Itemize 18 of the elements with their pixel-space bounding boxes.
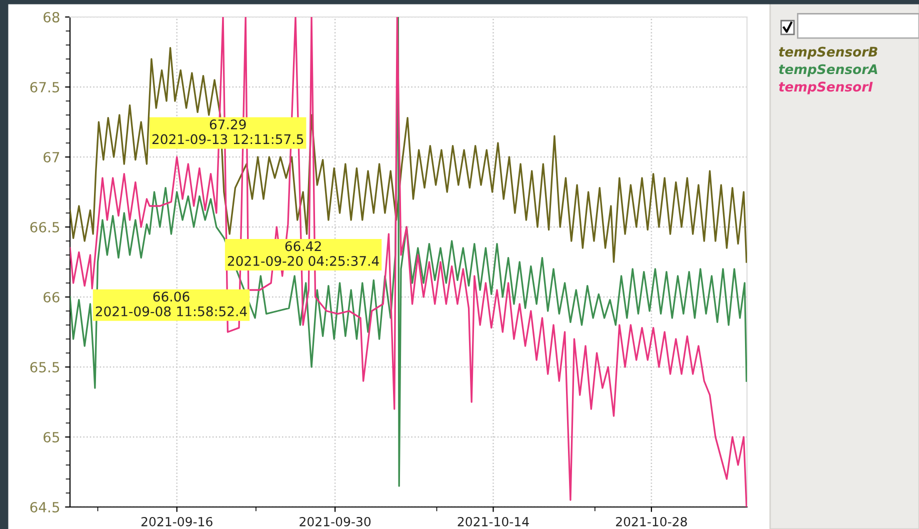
annotation: 67.29 2021-09-13 12:11:57.5 [152,119,304,144]
x-tick-label: 2021-09-30 [300,516,371,526]
y-tick-label: 65 [44,432,60,442]
annotation: 66.42 2021-09-20 04:25:37.4 [228,241,379,266]
annotation: 66.06 2021-09-08 11:58:52.4 [96,292,247,316]
y-tick-label: 65.5 [30,362,60,372]
y-tick-label: 64.5 [30,502,60,512]
y-tick-label: 67.5 [30,82,60,92]
x-tick-label: 2021-10-14 [458,516,529,526]
y-tick-label: 68 [44,12,60,22]
y-tick-label: 67 [44,152,60,162]
x-tick-label: 2021-10-28 [616,516,687,526]
y-tick-label: 66.5 [30,222,60,232]
text: tempSensorA [778,64,878,77]
text: tempSensorI [778,82,873,94]
x-tick-label: 2021-09-16 [141,516,212,526]
y-tick-label: 66 [44,292,60,302]
text: tempSensorB [778,46,878,60]
